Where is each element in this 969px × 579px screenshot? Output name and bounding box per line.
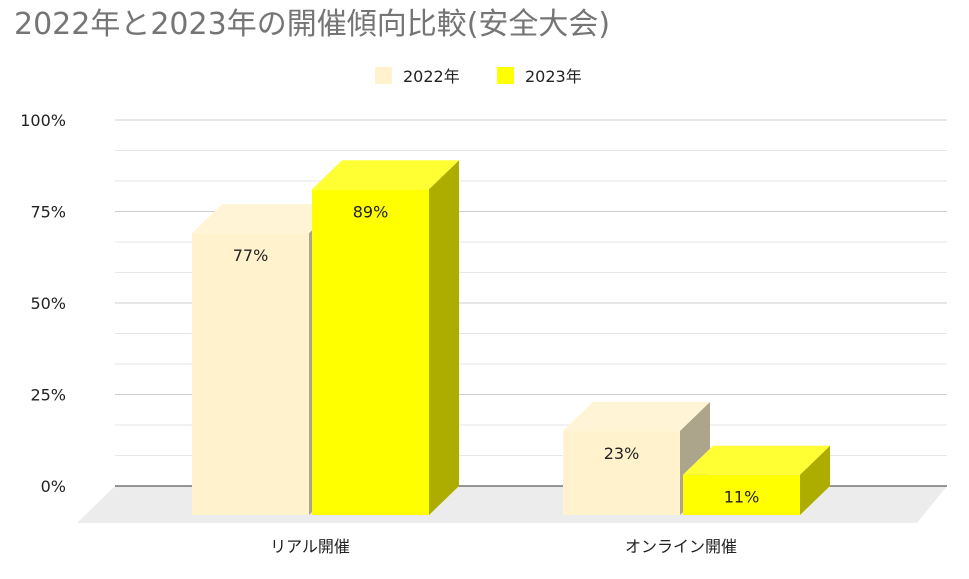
data-label: 77% — [233, 246, 269, 265]
bar-front — [192, 233, 309, 515]
data-label: 23% — [604, 444, 640, 463]
bar-side — [800, 445, 830, 515]
bar: 11% — [683, 445, 830, 515]
y-tick-label: 75% — [30, 203, 66, 222]
bar-top — [683, 445, 830, 475]
bar-top — [312, 160, 459, 190]
data-label: 89% — [353, 202, 389, 221]
y-tick-label: 25% — [30, 386, 66, 405]
gridlines — [115, 119, 947, 456]
bar-side — [429, 160, 459, 515]
legend-swatch — [375, 67, 392, 84]
bar-front — [563, 430, 680, 515]
bar: 89% — [312, 160, 459, 515]
y-axis: 0% 25% 50% 75% 100% — [20, 111, 66, 496]
data-label: 11% — [724, 488, 760, 507]
x-axis: リアル開催 オンライン開催 — [270, 537, 737, 556]
bars: 77% 89% 23% 11% — [192, 160, 830, 515]
chart-title: 2022年と2023年の開催傾向比較(安全大会) — [14, 7, 610, 42]
x-tick-label: リアル開催 — [270, 537, 350, 556]
x-tick-label: オンライン開催 — [625, 537, 737, 556]
bar-front — [683, 474, 800, 515]
bar-top — [192, 204, 339, 234]
legend-swatch — [497, 67, 514, 84]
legend-label: 2022年 — [403, 67, 460, 86]
legend: 2022年 2023年 — [375, 67, 582, 86]
legend-label: 2023年 — [525, 67, 582, 86]
bar-top — [563, 401, 710, 431]
bar-front — [312, 189, 429, 515]
y-tick-label: 50% — [30, 294, 66, 313]
y-tick-label: 100% — [20, 111, 66, 130]
y-tick-label: 0% — [41, 477, 66, 496]
